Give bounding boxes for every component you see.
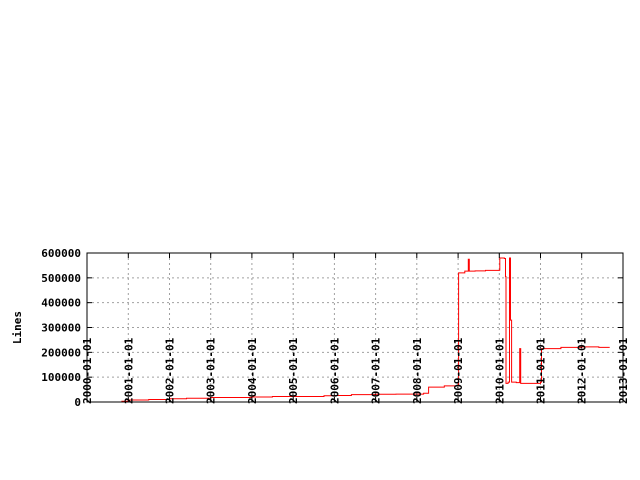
y-axis-ticks: 0 100000 200000 300000 400000 500000 600000 (41, 247, 623, 409)
x-tick-label: 2004-01-01 (246, 337, 259, 404)
y-tick-label: 500000 (41, 272, 81, 285)
x-tick-label: 2002-01-01 (164, 337, 177, 404)
x-tick-label: 2006-01-01 (328, 337, 341, 404)
x-tick-label: 2013-01-01 (617, 337, 630, 404)
x-axis-ticks: 2000-01-01 2001-01-01 2002-01-01 2003-01-01… (81, 253, 630, 404)
x-tick-label: 2010-01-01 (493, 337, 506, 404)
y-axis-label: Lines (11, 311, 24, 344)
y-tick-label: 600000 (41, 247, 81, 260)
x-tick-label: 2005-01-01 (287, 337, 300, 404)
x-tick-label: 2011-01-01 (534, 337, 547, 404)
y-tick-label: 100000 (41, 371, 81, 384)
x-tick-label: 2008-01-01 (411, 337, 424, 404)
series-layer (121, 257, 610, 402)
x-tick-label: 2009-01-01 (452, 337, 465, 404)
x-tick-label: 2003-01-01 (205, 337, 218, 404)
x-tick-label: 2001-01-01 (122, 337, 135, 404)
x-tick-label: 2007-01-01 (370, 337, 383, 404)
y-tick-label: 200000 (41, 346, 81, 359)
x-tick-label: 2012-01-01 (576, 337, 589, 404)
y-tick-label: 0 (74, 396, 81, 409)
y-tick-label: 400000 (41, 297, 81, 310)
grid-lines (87, 253, 623, 402)
y-tick-label: 300000 (41, 322, 81, 335)
series-line (121, 257, 610, 402)
x-tick-label: 2000-01-01 (81, 337, 94, 404)
